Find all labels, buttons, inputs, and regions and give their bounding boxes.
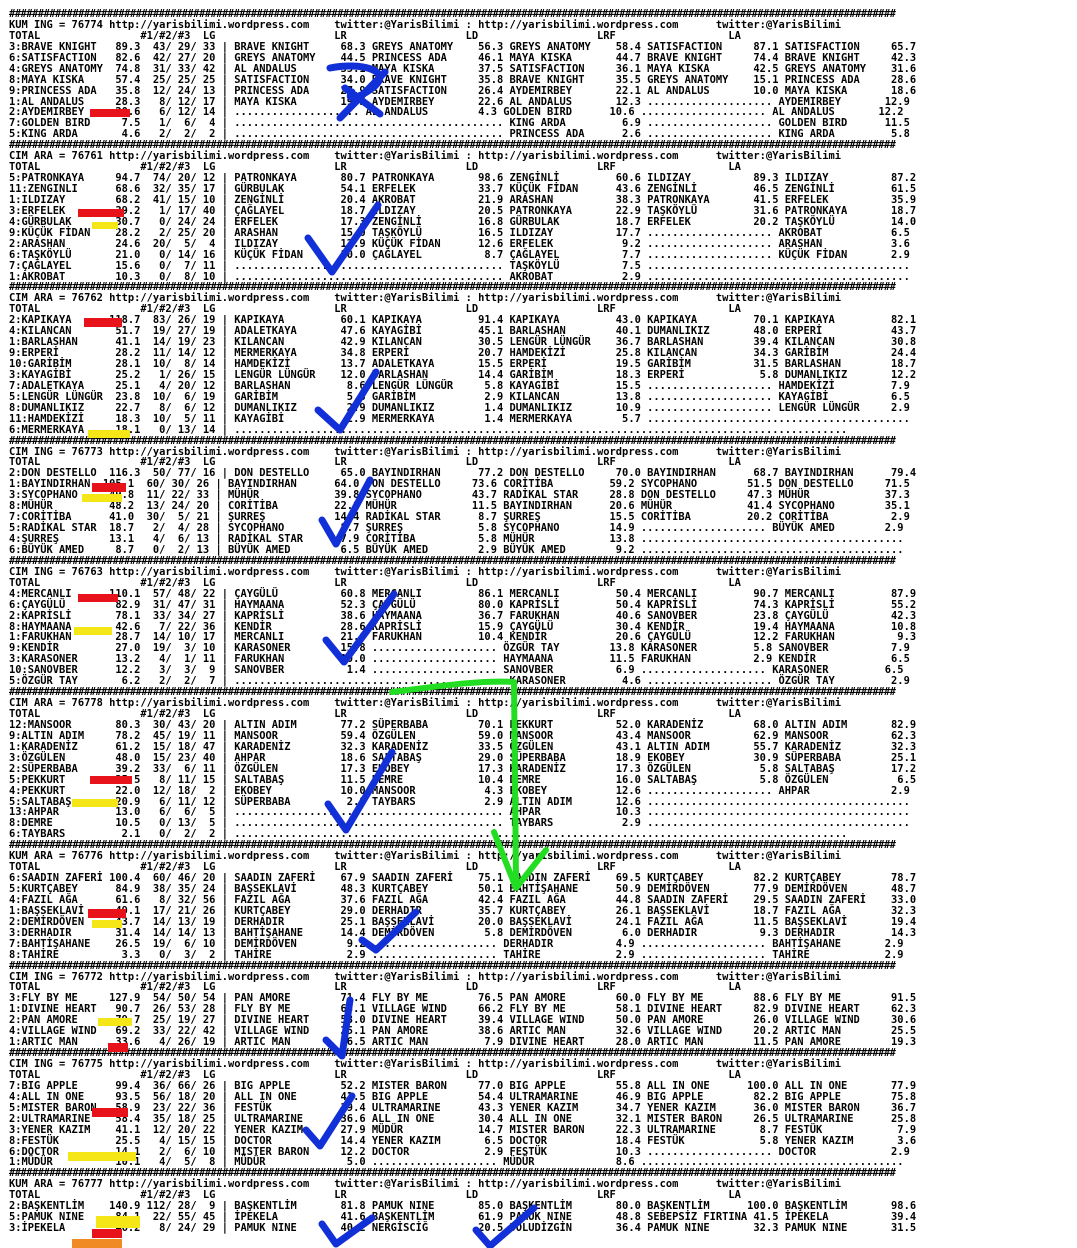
table-row: 8:TAHİRE 3.3 0/ 3/ 2 | TAHİRE 2.9 ......… — [9, 948, 904, 961]
race-header: CIM ING = 76763 http://yarisbilimi.wordp… — [9, 565, 842, 578]
table-row: 6:BÜYÜK AMED 8.7 0/ 2/ 13 | BÜYÜK AMED 6… — [9, 543, 904, 556]
table-row: 9:PRINCESS ADA 35.8 12/ 24/ 13 | PRINCES… — [9, 84, 917, 97]
race-header: CIM ING = 76773 http://yarisbilimi.wordp… — [9, 445, 842, 458]
table-row: 5:ÖZGÜR TAY 6.2 2/ 2/ 7 | ..............… — [9, 675, 910, 688]
column-headers: TOTAL #1/#2/#3 LG LR LD LRF LA — [9, 981, 741, 994]
race-header: CIM ARA = 76762 http://yarisbilimi.wordp… — [9, 292, 842, 305]
table-row: 2:ULTRAMARINE 58.4 35/ 18/ 25 | ULTRAMAR… — [9, 1112, 917, 1125]
column-headers: TOTAL #1/#2/#3 LG LR LD LRF LA — [9, 29, 741, 42]
table-row: 4:MERCANLI 110.1 57/ 48/ 22 | ÇAYGÜLÜ 60… — [9, 587, 917, 600]
table-row: 7:ÇAĞLAYEL 15.6 0/ 7/ 11 | .............… — [9, 259, 910, 272]
table-row: 11:HAMDEKİZİ 18.3 10/ 5/ 11 | KAYAGİBİ 2… — [9, 412, 910, 425]
table-row: 8:FESTÜK 25.5 4/ 15/ 15 | DOCTOR 14.4 YE… — [9, 1134, 917, 1147]
table-row: 1:FARUKHAN 28.7 14/ 10/ 17 | MERCANLI 21… — [9, 631, 917, 644]
table-row: 5:PAMUK NINE 84.1 22/ 55/ 45 | İPEKELA 4… — [9, 1211, 917, 1224]
table-row: 2:SÜPERBABA 39.2 33/ 6/ 11 | ÖZGÜLEN 17.… — [9, 762, 917, 775]
table-row: 10:GARİBİM 28.1 10/ 8/ 14 | HAMDEKİZİ 13… — [9, 358, 917, 370]
table-row: 7:GOLDEN BIRD 7.5 1/ 6/ 4 | ............… — [9, 117, 910, 130]
separator-line: ########################################… — [9, 555, 896, 567]
table-row: 8:DUMANLIKIZ 22.7 8/ 6/ 12 | DUMANLIKIZ … — [9, 401, 910, 414]
race-header: CIM ING = 76772 http://yarisbilimi.wordp… — [9, 970, 842, 983]
table-row: 3:İPEKELA 46.2 8/ 24/ 29 | PAMUK NINE 40… — [9, 1222, 917, 1235]
race-header: KUM ING = 76774 http://yarisbilimi.wordp… — [9, 18, 842, 31]
table-row: 2:DON DESTELLO 116.3 50/ 77/ 16 | DON DE… — [9, 467, 917, 480]
table-row: 3:BRAVE KNIGHT 89.3 43/ 29/ 33 | BRAVE K… — [9, 40, 917, 53]
table-row: 1:ARTIC MAN 33.6 4/ 26/ 19 | ARTIC MAN 1… — [9, 1036, 917, 1049]
table-row: 2:PAN AMORE 79.7 25/ 19/ 27 | DIVINE HEA… — [9, 1014, 917, 1027]
table-row: 11:ZENGINLI 68.6 32/ 35/ 17 | GÜRBULAK 5… — [9, 183, 917, 195]
separator-line: ########################################… — [9, 9, 896, 20]
race-header: CIM ARA = 76761 http://yarisbilimi.wordp… — [9, 150, 842, 163]
table-row: 4:GREYS ANATOMY 74.8 31/ 33/ 42 | AL AND… — [9, 62, 917, 75]
table-row: 4:ŞURREŞ 13.1 4/ 6/ 13 | RADİKAL STAR 7.… — [9, 533, 904, 545]
table-row: 5:KING ARDA 4.6 2/ 2/ 2 | ..............… — [9, 128, 910, 141]
separator-line: ########################################… — [9, 435, 896, 447]
separator-line: ########################################… — [9, 1168, 896, 1180]
table-row: 1:AL ANDALUS 28.3 8/ 12/ 17 | MAYA KISKA… — [9, 95, 910, 108]
table-row: 1:MÜDÜR 10.1 4/ 5/ 8 | MÜDÜR 5.0 .......… — [9, 1156, 904, 1169]
table-row: 1:BARLASHAN 41.1 14/ 19/ 23 | KILANCAN 4… — [9, 336, 917, 349]
separator-line: ########################################… — [9, 282, 896, 294]
table-row: 4:GÜRBULAK 30.7 0/ 24/ 24 | ERFELEK 17.3… — [9, 215, 917, 228]
column-headers: TOTAL #1/#2/#3 LG LR LD LRF LA — [9, 303, 741, 316]
column-headers: TOTAL #1/#2/#3 LG LR LD LRF LA — [9, 161, 741, 174]
separator-line: ########################################… — [9, 1048, 896, 1059]
table-row: 2:ARASHAN 24.6 20/ 5/ 4 | ILDIZAY 12.9 K… — [9, 237, 910, 250]
table-row: 7:BAHTİŞAHANE 26.5 19/ 6/ 10 | DEMİRDÖVE… — [9, 937, 904, 950]
table-row: 5:MISTER BARON 58.9 23/ 22/ 36 | FESTÜK … — [9, 1101, 917, 1114]
table-row: 9:ERPERİ 28.2 11/ 14/ 12 | MERMERKAYA 34… — [9, 347, 917, 360]
table-row: 2:AYDEMIRBEY 20.6 6/ 12/ 14 | ..........… — [9, 106, 904, 119]
table-row: 7:BIG APPLE 99.4 36/ 66/ 26 | BIG APPLE … — [9, 1079, 917, 1092]
table-row: 10:SANOVBER 12.2 3/ 3/ 9 | SANOVBER 1.4 … — [9, 664, 904, 677]
table-row: 6:TAŞKÖYLÜ 21.0 0/ 14/ 16 | KÜÇÜK FİDAN … — [9, 248, 910, 261]
table-row: 5:RADİKAL STAR 18.7 2/ 4/ 28 | SYCOPHANO… — [9, 522, 904, 535]
table-row: 2:KAPIKAYA 118.7 83/ 26/ 19 | KAPIKAYA 6… — [9, 314, 917, 327]
table-row: 5:PATRONKAYA 94.7 74/ 20/ 12 | PATRONKAY… — [9, 172, 917, 185]
table-row: 4:ALL IN ONE 93.5 56/ 18/ 20 | ALL IN ON… — [9, 1090, 917, 1103]
separator-line: ########################################… — [9, 960, 896, 972]
column-headers: TOTAL #1/#2/#3 LG LR LD LRF LA — [9, 1189, 741, 1202]
table-row: 4:FAZIL AĞA 61.6 8/ 32/ 56 | FAZIL AĞA 3… — [9, 893, 917, 906]
table-row: 5:PEKKURT 25.5 8/ 11/ 15 | SALTABAŞ 11.5… — [9, 773, 917, 786]
column-headers: TOTAL #1/#2/#3 LG LR LD LRF LA — [9, 456, 741, 469]
table-row: 6:MERMERKAYA 18.1 0/ 13/ 14 | ..........… — [9, 423, 848, 436]
column-headers: TOTAL #1/#2/#3 LG LR LD LRF LA — [9, 576, 741, 589]
table-row: 3:YENER KAZIM 41.1 12/ 20/ 22 | YENER KA… — [9, 1123, 917, 1136]
table-row: 6:ÇAYGÜLÜ 82.9 31/ 47/ 31 | HAYMAANA 52.… — [9, 598, 917, 611]
column-headers: TOTAL #1/#2/#3 LG LR LD LRF LA — [9, 1068, 741, 1081]
table-row: 6:TAYBARS 2.1 0/ 2/ 2 | ................… — [9, 828, 848, 841]
table-row: 1:ILDIZAY 68.2 41/ 15/ 10 | ZENGİNLİ 20.… — [9, 193, 917, 206]
race-header: CIM ING = 76775 http://yarisbilimi.wordp… — [9, 1058, 842, 1070]
separator-line: ########################################… — [9, 140, 896, 152]
table-row: 6:SATISFACTION 82.6 42/ 27/ 20 | GREYS A… — [9, 51, 917, 64]
table-row: 1:DIVINE HEART 90.7 26/ 53/ 28 | FLY BY … — [9, 1003, 917, 1016]
table-row: 9:KÜÇÜK FİDAN 28.2 2/ 25/ 20 | ARASHAN 1… — [9, 226, 910, 239]
table-row: 7:ADALETKAYA 25.1 4/ 20/ 12 | BARLASHAN … — [9, 379, 910, 392]
table-row: 6:DOCTOR 14.1 2/ 6/ 10 | MISTER BARON 12… — [9, 1145, 910, 1158]
race-header: KUM ARA = 76777 http://yarisbilimi.wordp… — [9, 1178, 842, 1191]
table-row: 1:AKROBAT 10.3 0/ 8/ 10 | ..............… — [9, 270, 910, 283]
table-row: 2:KAPRİSLİ 78.1 33/ 34/ 27 | KAPRİSLİ 38… — [9, 609, 917, 622]
table-row: 4:PEKKURT 22.0 12/ 18/ 2 | EKOBEY 10.0 M… — [9, 784, 910, 797]
table-row: 4:KILANCAN 51.7 19/ 27/ 19 | ADALETKAYA … — [9, 325, 917, 338]
table-row: 5:LENGÜR LÜNGÜR 23.8 10/ 6/ 19 | GARİBİM… — [9, 390, 910, 403]
table-row: 8:MAYA KISKA 57.4 25/ 25/ 25 | SATISFACT… — [9, 73, 917, 86]
table-row: 4:VILLAGE WIND 69.2 33/ 22/ 42 | VILLAGE… — [9, 1025, 917, 1038]
